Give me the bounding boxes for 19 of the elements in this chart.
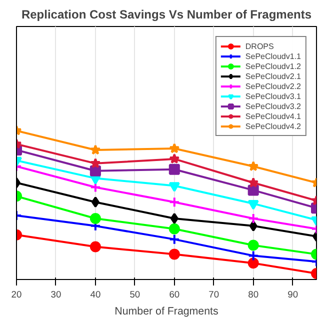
legend-label: SePeCloudv1.2 bbox=[245, 61, 301, 71]
legend-label: SePeCloudv4.2 bbox=[245, 121, 301, 131]
legend-label: SePeCloudv2.1 bbox=[245, 71, 301, 81]
x-tick-label: 90 bbox=[288, 290, 298, 300]
legend-label: SePeCloudv3.1 bbox=[245, 91, 301, 101]
x-tick-label: 70 bbox=[208, 290, 220, 300]
legend-label: SePeCloudv1.1 bbox=[245, 51, 301, 61]
x-tick-label: 30 bbox=[50, 290, 62, 300]
legend-label: SePeCloudv3.2 bbox=[245, 101, 301, 111]
x-tick-label: 40 bbox=[90, 290, 101, 300]
x-tick-label: 50 bbox=[130, 290, 140, 300]
legend-label: DROPS bbox=[245, 41, 274, 51]
legend-label: SePeCloudv2.2 bbox=[245, 81, 301, 91]
x-axis-title: Number of Fragments bbox=[114, 306, 218, 318]
legend-label: SePeCloudv4.1 bbox=[245, 111, 301, 121]
x-tick-label: 20 bbox=[11, 290, 22, 300]
x-tick-label: 80 bbox=[248, 290, 259, 300]
x-tick-label: 60 bbox=[169, 290, 180, 300]
chart-title: Replication Cost Savings Vs Number of Fragments bbox=[21, 8, 312, 22]
